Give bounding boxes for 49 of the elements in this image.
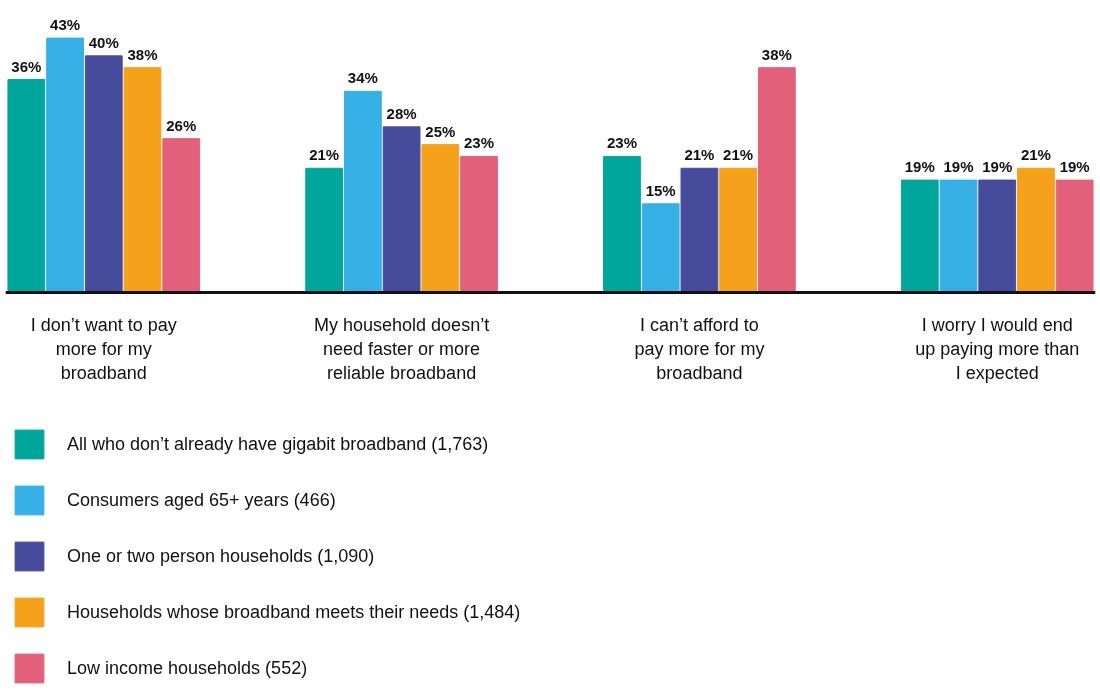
data-label: 38% [127,45,158,63]
bar [460,155,498,293]
bar [7,79,46,293]
bar [343,90,382,293]
bar [1055,179,1094,293]
bar [978,179,1017,293]
data-label: 19% [982,158,1013,176]
x-tick-label: I can’t afford to pay more for my broadband [634,314,765,383]
bar [680,167,719,293]
data-label: 23% [606,134,637,152]
x-tick-label: I don’t want to pay more for my broadband [30,314,177,383]
data-label: 15% [645,181,676,199]
data-label: 21% [309,146,340,164]
legend-label: Low income households (552) [67,657,308,679]
data-label: 26% [166,116,197,134]
data-label: 43% [50,16,81,34]
data-label: 19% [1059,158,1090,176]
data-label: 38% [761,45,792,63]
data-label: 36% [11,57,42,75]
bar [719,167,758,293]
bar [939,179,978,293]
data-label: 21% [723,146,754,164]
bar [382,126,421,293]
bar [46,37,84,293]
bar [305,167,344,293]
data-label: 19% [943,158,974,176]
bar [123,67,162,293]
bar [1017,167,1055,293]
bar [421,144,460,293]
data-label: 23% [464,134,495,152]
legend-label: Consumers aged 65+ years (466) [67,489,336,511]
bar [162,138,201,293]
x-tick-label: I worry I would end up paying more than I expected [915,314,1080,383]
data-label: 21% [684,146,715,164]
bar [757,67,796,293]
data-label: 40% [88,33,119,51]
data-label: 34% [347,69,378,87]
bar [84,55,123,293]
x-tick-label: My household doesn’t need faster or more reliable broadband [314,314,490,383]
bar [603,155,641,293]
data-label: 28% [386,104,417,122]
legend-label: All who don’t already have gigabit broadband (1,763) [67,433,489,455]
data-label: 25% [425,122,456,140]
data-label: 19% [904,158,935,176]
data-label: 21% [1020,146,1051,164]
bar [900,179,939,293]
bar [641,203,680,293]
legend-label: One or two person households (1,090) [67,545,375,567]
legend-label: Households whose broadband meets their needs (1,484) [67,601,521,623]
